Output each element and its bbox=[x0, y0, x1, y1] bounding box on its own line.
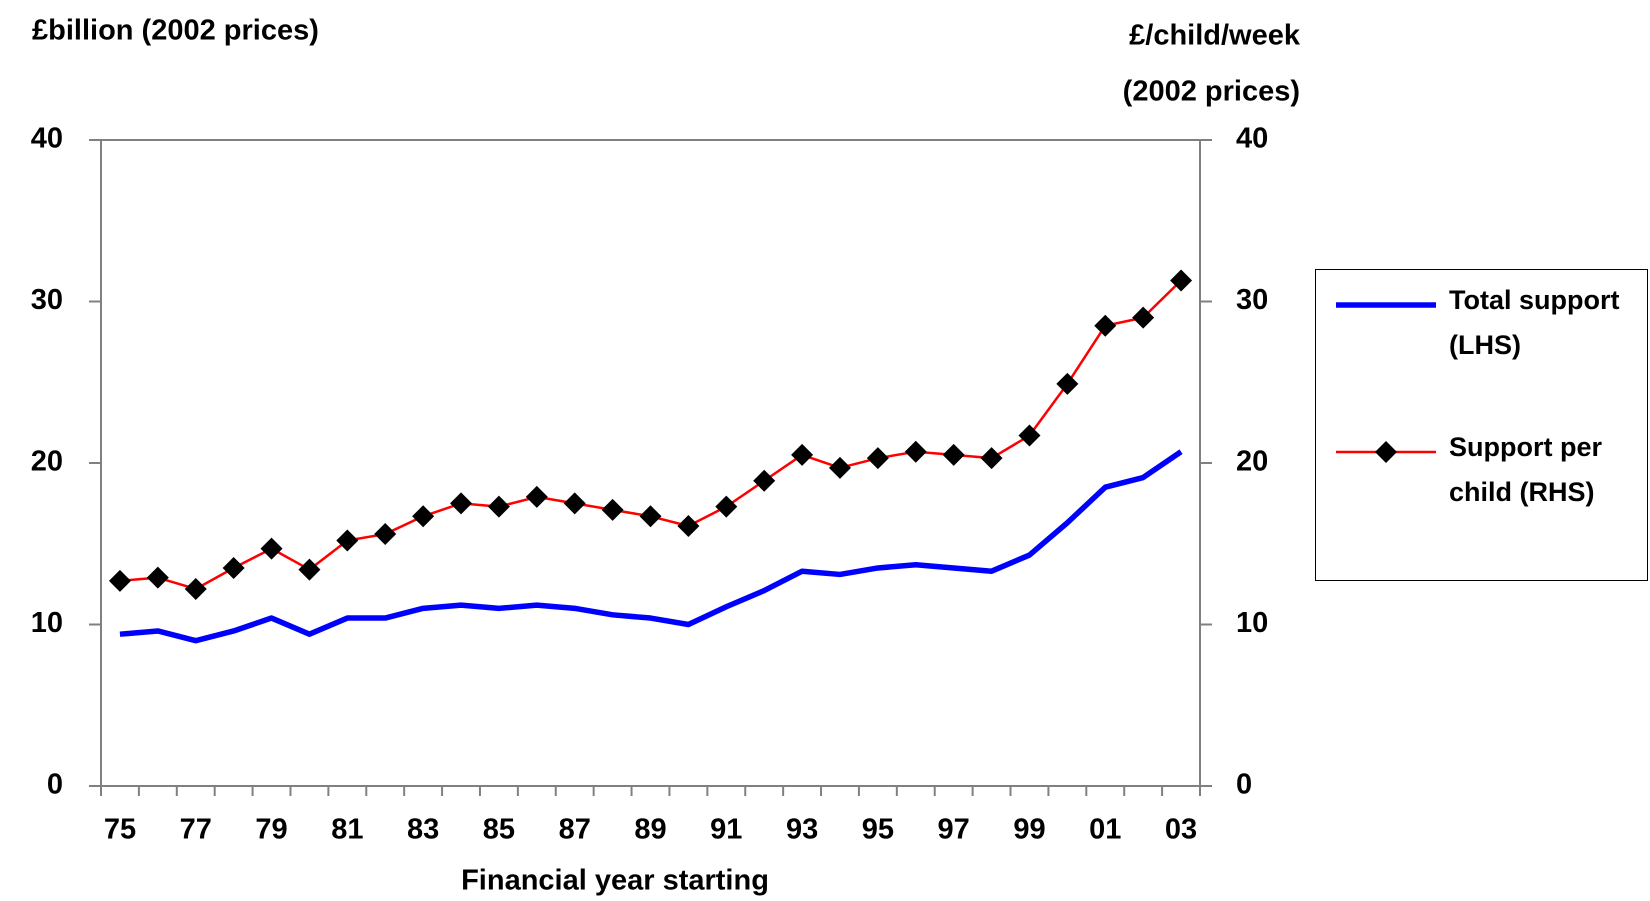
y-tick-label: 10 bbox=[31, 607, 63, 639]
y2-tick-label: 40 bbox=[1236, 123, 1268, 155]
y2-axis-label: (2002 prices) bbox=[1123, 76, 1300, 108]
x-tick-label: 95 bbox=[862, 814, 894, 846]
x-tick-label: 79 bbox=[255, 814, 287, 846]
y-tick-label: 0 bbox=[47, 769, 63, 801]
marker bbox=[184, 577, 207, 600]
y2-tick-label: 10 bbox=[1236, 607, 1268, 639]
marker bbox=[260, 537, 283, 560]
marker bbox=[450, 492, 473, 515]
x-tick-label: 89 bbox=[634, 814, 666, 846]
marker bbox=[866, 447, 889, 470]
x-tick-label: 97 bbox=[938, 814, 970, 846]
marker bbox=[298, 558, 321, 581]
x-tick-label: 99 bbox=[1013, 814, 1045, 846]
legend-marker bbox=[1375, 441, 1397, 463]
legend-swatch bbox=[1336, 441, 1436, 463]
y2-tick-label: 20 bbox=[1236, 446, 1268, 478]
marker bbox=[1056, 372, 1079, 395]
x-tick-label: 83 bbox=[407, 814, 439, 846]
marker bbox=[525, 485, 548, 508]
x-tick-label: 81 bbox=[331, 814, 363, 846]
marker bbox=[222, 556, 245, 579]
legend: Total support (LHS) Support per child (RH… bbox=[1315, 269, 1648, 581]
x-tick-label: 91 bbox=[710, 814, 742, 846]
y2-tick-label: 30 bbox=[1236, 284, 1268, 316]
marker bbox=[1132, 306, 1155, 329]
marker bbox=[146, 566, 169, 589]
marker bbox=[942, 443, 965, 466]
y2-axis-label: £/child/week bbox=[1129, 20, 1301, 52]
marker bbox=[1018, 424, 1041, 447]
legend-swatch bbox=[1336, 302, 1436, 308]
y-tick-label: 30 bbox=[31, 284, 63, 316]
marker bbox=[639, 505, 662, 528]
x-axis-label: Financial year starting bbox=[461, 865, 769, 897]
series-line bbox=[119, 449, 1183, 644]
legend-label: Support per child (RHS) bbox=[1449, 432, 1602, 507]
y-axis-label: £billion (2002 prices) bbox=[32, 15, 319, 47]
marker bbox=[753, 469, 776, 492]
marker bbox=[412, 505, 435, 528]
marker bbox=[601, 498, 624, 521]
marker bbox=[677, 514, 700, 537]
marker bbox=[904, 440, 927, 463]
marker bbox=[563, 492, 586, 515]
marker bbox=[374, 523, 397, 546]
marker bbox=[1094, 314, 1117, 337]
marker bbox=[828, 456, 851, 479]
marker bbox=[487, 495, 510, 518]
marker bbox=[791, 443, 814, 466]
marker bbox=[715, 495, 738, 518]
x-tick-label: 85 bbox=[483, 814, 515, 846]
x-tick-label: 77 bbox=[180, 814, 212, 846]
x-tick-label: 93 bbox=[786, 814, 818, 846]
y-tick-label: 20 bbox=[31, 446, 63, 478]
x-tick-label: 01 bbox=[1089, 814, 1121, 846]
marker bbox=[108, 569, 131, 592]
marker bbox=[980, 447, 1003, 470]
x-tick-label: 03 bbox=[1165, 814, 1197, 846]
x-tick-label: 75 bbox=[104, 814, 136, 846]
marker bbox=[1170, 269, 1193, 292]
legend-label: Total support (LHS) bbox=[1449, 285, 1620, 360]
x-tick-label: 87 bbox=[559, 814, 591, 846]
y-tick-label: 40 bbox=[31, 123, 63, 155]
marker bbox=[336, 529, 359, 552]
y2-tick-label: 0 bbox=[1236, 769, 1252, 801]
